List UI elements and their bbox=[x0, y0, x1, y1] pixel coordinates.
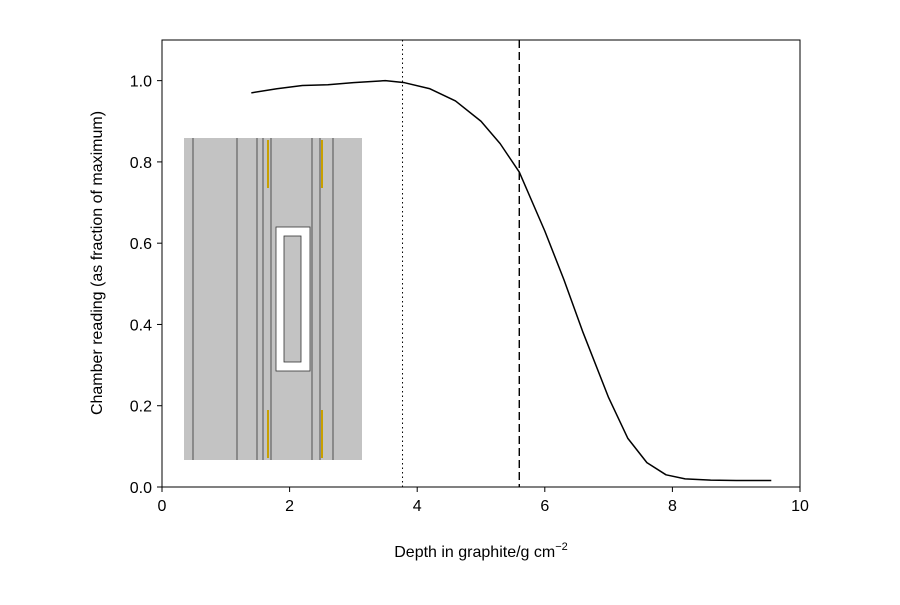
y-tick-label: 0.2 bbox=[130, 399, 152, 416]
inset-lines bbox=[192, 138, 334, 460]
x-axis-label-text: Depth in graphite/g cm bbox=[394, 544, 555, 561]
data-line bbox=[251, 79, 772, 482]
x-tick-label: 0 bbox=[158, 498, 167, 515]
y-axis-label: Chamber reading (as fraction of maximum) bbox=[89, 111, 106, 415]
y-tick-label: 0.4 bbox=[130, 317, 152, 334]
inset-background bbox=[184, 138, 362, 460]
y-tick-label: 0.0 bbox=[130, 480, 152, 497]
y-tick-label: 1.0 bbox=[130, 74, 152, 91]
x-tick-label: 8 bbox=[668, 498, 677, 515]
x-tick-label: 10 bbox=[791, 498, 809, 515]
inset-gold-strips bbox=[267, 140, 323, 458]
y-tick-label: 0.8 bbox=[130, 155, 152, 172]
x-tick-label: 4 bbox=[413, 498, 422, 515]
x-tick-label: 6 bbox=[540, 498, 549, 515]
x-axis-label-superscript: −2 bbox=[555, 541, 568, 553]
inset-diagram bbox=[184, 138, 362, 460]
x-tick-label: 2 bbox=[285, 498, 294, 515]
y-tick-label: 0.6 bbox=[130, 236, 152, 253]
x-axis-label: Depth in graphite/g cm−2 bbox=[394, 541, 568, 561]
inset-chamber bbox=[283, 235, 302, 363]
